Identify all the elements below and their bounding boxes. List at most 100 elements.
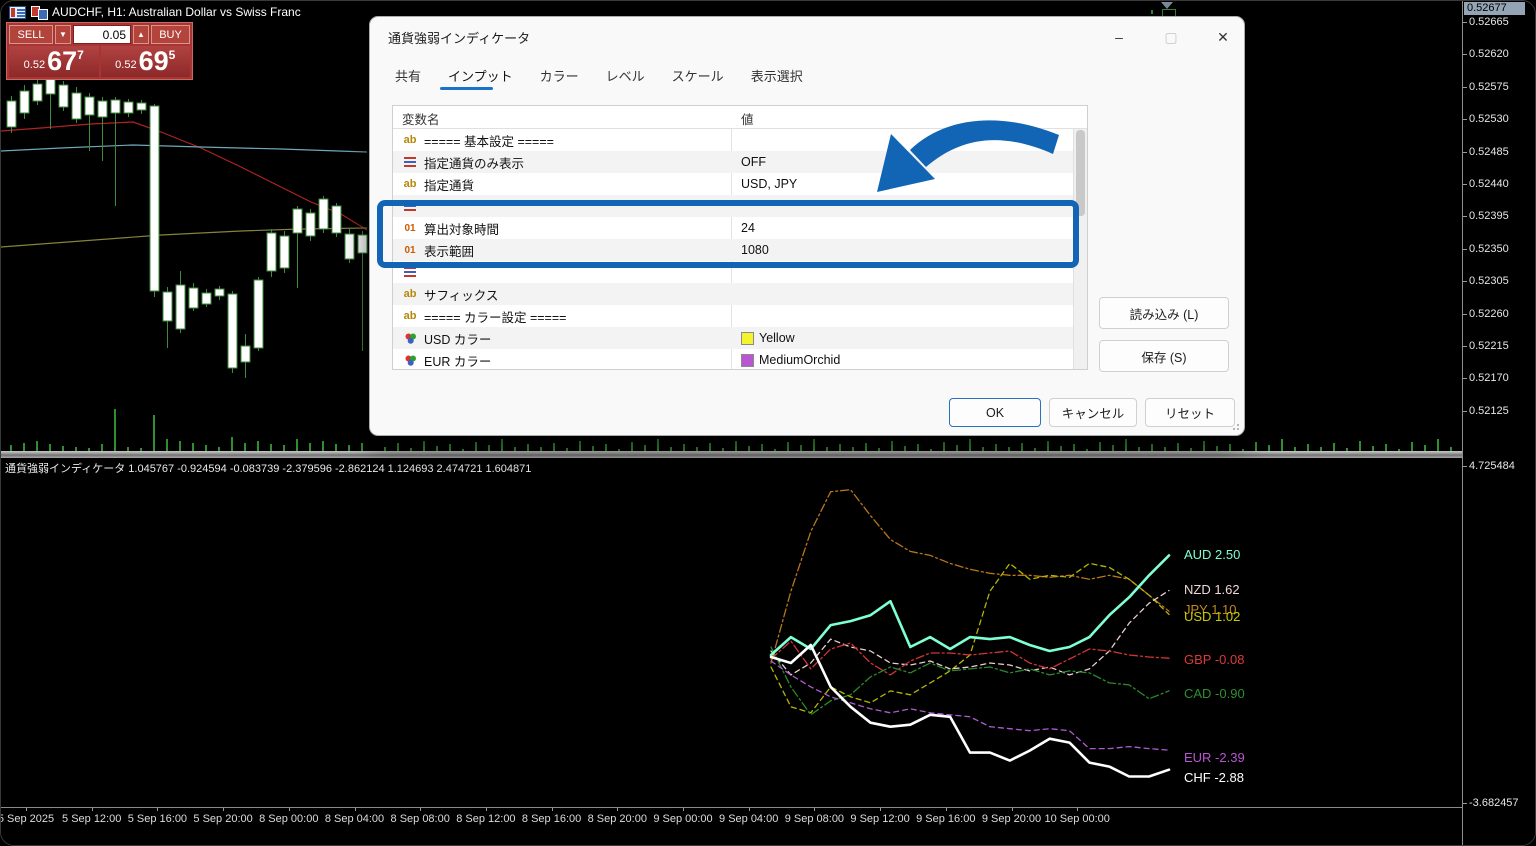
candle-body (45, 77, 56, 95)
time-tick (945, 808, 947, 811)
price-tick-label: 0.52530 (1463, 113, 1509, 126)
time-label: 8 Sep 20:00 (587, 813, 647, 825)
table-header-row: 変数名 値 (393, 106, 1087, 129)
time-tick (354, 808, 356, 811)
tab-visualization[interactable]: 表示選択 (750, 69, 803, 84)
time-tick (1011, 808, 1013, 811)
time-label: 5 Sep 20:00 (193, 813, 253, 825)
save-button[interactable]: 保存 (S) (1099, 340, 1229, 372)
price-tick-label: 0.52350 (1463, 242, 1509, 255)
table-row[interactable]: EUR カラー MediumOrchid (393, 349, 1087, 369)
time-axis[interactable]: 5 Sep 2025 5 Sep 12:00 5 Sep 16:00 5 Sep 20… (1, 807, 1462, 845)
time-label: 9 Sep 12:00 (850, 813, 910, 825)
time-label: 5 Sep 12:00 (62, 813, 122, 825)
table-row[interactable] (393, 261, 1087, 283)
param-value-cell[interactable]: 24 (741, 217, 755, 239)
chart-symbol-title: AUDCHF, H1: Australian Dollar vs Swiss F… (52, 5, 301, 19)
close-button[interactable]: ✕ (1217, 29, 1229, 45)
column-header-variable: 変数名 (402, 113, 440, 127)
string-param-icon: ab (403, 288, 417, 300)
auto-scroll-marker-icon[interactable] (1161, 2, 1173, 9)
time-tick (420, 808, 422, 811)
param-name: 表示範囲 (424, 244, 475, 259)
tab-common[interactable]: 共有 (395, 69, 422, 84)
sell-price-button[interactable]: 0.52 67 7 (9, 46, 99, 77)
time-label: 10 Sep 00:00 (1044, 813, 1110, 825)
sell-button[interactable]: SELL (9, 25, 53, 44)
currency-strength-label: GBP -0.08 (1184, 652, 1245, 667)
price-tick-label: 0.52215 (1463, 340, 1509, 352)
buy-button[interactable]: BUY (151, 25, 190, 44)
candle-body (214, 288, 225, 297)
enum-param-icon (402, 156, 418, 168)
candle-body (292, 208, 303, 234)
param-value-cell[interactable]: USD, JPY (741, 173, 797, 195)
currency-strength-label: CAD -0.90 (1184, 686, 1245, 701)
table-row[interactable]: ab ===== 基本設定 ===== (393, 129, 1087, 151)
strength-line-gbp (770, 640, 1170, 676)
table-row[interactable]: ab 指定通貨 USD, JPY (393, 173, 1087, 195)
ok-button[interactable]: OK (949, 398, 1041, 427)
param-name: 指定通貨 (424, 178, 475, 193)
minimize-button[interactable]: – (1115, 29, 1123, 45)
candle-wick-fragment (1151, 10, 1153, 14)
candlestick-chart[interactable] (1, 1, 1462, 451)
table-row[interactable]: USD カラー Yellow (393, 327, 1087, 349)
candle-body (240, 345, 251, 363)
table-row[interactable]: 01 算出対象時間 24 (393, 217, 1087, 239)
strength-line-cad (770, 646, 1170, 716)
currency-strength-chart[interactable] (1, 458, 1462, 807)
buy-price-button[interactable]: 0.52 69 5 (100, 46, 190, 77)
candle-body (32, 83, 43, 102)
time-tick (551, 808, 553, 811)
volume-increase-button[interactable]: ▲ (133, 25, 149, 44)
price-scale[interactable]: 0.52677 0.52665 0.52620 0.52575 0.52530 0.52… (1462, 1, 1535, 845)
table-row[interactable]: ab ===== カラー設定 ===== (393, 305, 1087, 327)
candle-body (58, 84, 69, 108)
time-tick (485, 808, 487, 811)
reset-button[interactable]: リセット (1145, 398, 1235, 427)
price-tick-label: 0.52440 (1463, 178, 1509, 190)
strength-line-nzd (770, 589, 1170, 676)
param-name: ===== カラー設定 ===== (424, 310, 567, 325)
param-value-cell[interactable]: 1080 (741, 239, 769, 261)
tab-colors[interactable]: カラー (539, 69, 579, 84)
volume-dropdown-button[interactable]: ▼ (55, 25, 71, 44)
tab-scale[interactable]: スケール (671, 69, 724, 84)
param-table-body: ab ===== 基本設定 ===== 指定通貨のみ表示 OFF ab 指定通貨 USD, … (393, 129, 1087, 369)
table-row[interactable]: 01 表示範囲 1080 (393, 239, 1087, 261)
column-header-value: 値 (741, 113, 754, 127)
currency-strength-panel[interactable]: 通貨強弱インディケータ 1.045767 -0.924594 -0.083739… (1, 458, 1462, 807)
scrollbar-thumb[interactable] (1076, 130, 1085, 216)
chart-titlebar: AUDCHF, H1: Australian Dollar vs Swiss F… (9, 4, 301, 20)
strength-line-jpy (770, 489, 1170, 664)
table-row[interactable]: ab サフィックス (393, 283, 1087, 305)
time-tick (157, 808, 159, 811)
param-name-cell: 01 表示範囲 (402, 239, 474, 261)
time-tick (91, 808, 93, 811)
param-value-cell[interactable]: OFF (741, 151, 766, 173)
param-value-cell[interactable]: Yellow (741, 327, 795, 349)
load-button[interactable]: 読み込み (L) (1099, 297, 1229, 329)
param-value-cell[interactable]: MediumOrchid (741, 349, 840, 369)
candle-body (162, 291, 173, 322)
maximize-button[interactable]: ▢ (1164, 29, 1178, 45)
buy-price-pip: 5 (168, 47, 176, 62)
param-name-cell: 01 算出対象時間 (402, 217, 499, 239)
volume-input[interactable]: 0.05 (73, 25, 131, 44)
strength-line-chf (769, 643, 1171, 778)
time-tick (1077, 808, 1079, 811)
candle-body (97, 100, 108, 118)
strength-line-aud (769, 554, 1171, 657)
candle-body (318, 198, 329, 230)
currency-strength-label: CHF -2.88 (1184, 770, 1244, 785)
cancel-button[interactable]: キャンセル (1049, 398, 1137, 427)
candle-body (110, 99, 121, 114)
tab-inputs[interactable]: インプット (448, 69, 513, 84)
buy-price-main: 69 (138, 46, 169, 76)
resize-grip[interactable] (1231, 422, 1239, 430)
panel-separator[interactable] (1, 451, 1462, 458)
tab-levels[interactable]: レベル (605, 69, 645, 84)
currency-strength-label: AUD 2.50 (1184, 547, 1241, 562)
